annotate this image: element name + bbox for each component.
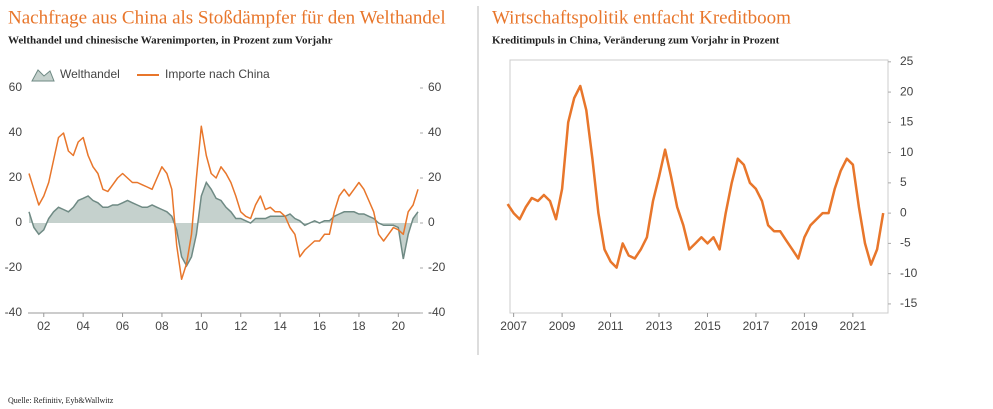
area-line — [28, 180, 419, 268]
x-tick-label: 06 — [116, 319, 130, 333]
x-tick-label: 12 — [234, 319, 248, 333]
x-tick-label: 2017 — [743, 319, 770, 333]
plot-frame — [509, 59, 889, 314]
y-tick-label: 20 — [900, 84, 914, 98]
y-tick-label: 20 — [428, 170, 442, 184]
x-tick-label: 16 — [313, 319, 327, 333]
y-tick-label: 20 — [9, 170, 23, 184]
y-tick-label: -40 — [428, 305, 446, 319]
y-tick-label: 40 — [428, 125, 442, 139]
y-tick-label: -10 — [900, 266, 918, 280]
x-tick-label: 2009 — [549, 319, 576, 333]
x-tick-label: 2007 — [500, 319, 527, 333]
y-tick-label: 0 — [900, 205, 907, 219]
y-tick-label: 0 — [428, 215, 435, 229]
area-fill — [29, 182, 418, 266]
line — [28, 125, 419, 281]
y-tick-label: -15 — [900, 296, 918, 310]
x-tick-label: 20 — [392, 319, 406, 333]
y-tick-label: 40 — [9, 125, 23, 139]
y-tick-label: 10 — [900, 145, 914, 159]
x-tick-label: 18 — [352, 319, 366, 333]
y-tick-label: -5 — [900, 236, 911, 250]
legend-label: Importe nach China — [165, 67, 270, 81]
x-tick-label: 04 — [76, 319, 90, 333]
chart-subtitle: Welthandel und chinesische Warenimporten… — [8, 35, 333, 47]
y-tick-label: 5 — [900, 175, 907, 189]
y-tick-label: 25 — [900, 54, 914, 68]
source: Quelle: Refinitiv, Eyb&Wallwitz — [8, 396, 114, 405]
y-tick-label: -20 — [5, 260, 23, 274]
x-tick-label: 2011 — [598, 319, 624, 333]
x-tick-label: 2019 — [791, 319, 818, 333]
chart-title: Wirtschaftspolitik entfacht Kreditboom — [492, 7, 791, 28]
y-tick-label: -40 — [5, 305, 23, 319]
x-tick-label: 10 — [195, 319, 209, 333]
y-tick-label: 0 — [15, 215, 22, 229]
line — [506, 84, 885, 269]
x-tick-label: 2015 — [694, 319, 721, 333]
y-tick-label: -20 — [428, 260, 446, 274]
x-tick-label: 14 — [273, 319, 287, 333]
chart-subtitle: Kreditimpuls in China, Veränderung zum V… — [492, 35, 780, 47]
y-tick-label: 15 — [900, 115, 914, 129]
x-tick-label: 2021 — [840, 319, 867, 333]
y-tick-label: 60 — [428, 80, 442, 94]
chart-title: Nachfrage aus China als Stoßdämpfer für … — [8, 7, 446, 28]
x-tick-label: 2013 — [646, 319, 673, 333]
x-tick-label: 08 — [155, 319, 169, 333]
x-tick-label: 02 — [37, 319, 51, 333]
legend-label: Welthandel — [60, 67, 120, 81]
y-tick-label: 60 — [9, 80, 23, 94]
legend-swatch — [31, 69, 55, 82]
